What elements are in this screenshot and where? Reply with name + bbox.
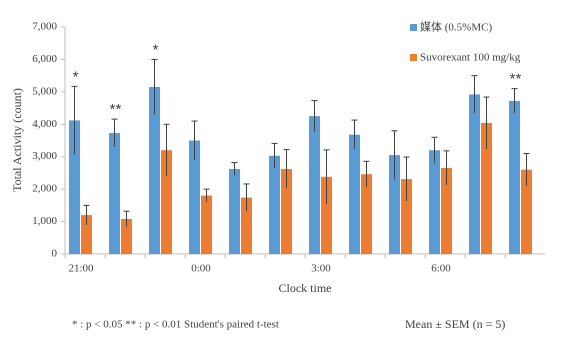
bar: [441, 168, 452, 254]
significance-marker: *: [153, 41, 159, 58]
x-tick-label: 6:00: [431, 263, 451, 275]
bar: [161, 150, 172, 254]
bar: [481, 122, 492, 254]
bar: [81, 215, 92, 254]
y-axis-label: Total Activity (count): [10, 88, 24, 192]
bar: [69, 120, 80, 254]
bar: [361, 174, 372, 254]
bar: [309, 116, 320, 254]
y-tick-label: 1,000: [32, 215, 57, 227]
significance-marker: **: [510, 71, 522, 88]
x-tick-label: 21:00: [68, 263, 94, 275]
bar: [389, 155, 400, 254]
bar: [229, 169, 240, 254]
legend-label: Suvorexant 100 mg/kg: [420, 52, 521, 64]
footnote: * : p < 0.05 ** : p < 0.01 Student's pai…: [72, 319, 279, 331]
bar: [521, 169, 532, 254]
legend-swatch: [410, 24, 417, 31]
bar: [509, 100, 520, 255]
bar: [349, 134, 360, 254]
y-tick-label: 7,000: [32, 21, 57, 33]
bar: [401, 179, 412, 254]
bar: [109, 133, 120, 254]
note: Mean ± SEM (n = 5): [405, 317, 505, 331]
bar: [201, 195, 212, 254]
bar: [121, 218, 132, 254]
bar: [429, 150, 440, 254]
y-tick-label: 0: [52, 248, 58, 260]
bar: [241, 197, 252, 254]
y-tick-label: 2,000: [32, 183, 57, 195]
legend-swatch: [410, 54, 417, 61]
y-tick-label: 5,000: [32, 85, 57, 97]
bar: [269, 155, 280, 254]
bar: [469, 94, 480, 254]
x-tick-label: 0:00: [191, 263, 211, 275]
bar: [321, 176, 332, 254]
y-tick-label: 6,000: [32, 53, 57, 65]
y-tick-label: 3,000: [32, 150, 57, 162]
x-tick-label: 3:00: [311, 263, 331, 275]
y-tick-label: 4,000: [32, 118, 57, 130]
bar: [149, 86, 160, 254]
bar: [189, 140, 200, 254]
significance-marker: **: [110, 101, 122, 118]
significance-marker: *: [73, 68, 79, 85]
x-axis-label: Clock time: [279, 281, 332, 295]
legend-label: 媒体 (0.5%MC): [420, 20, 492, 34]
bar: [281, 169, 292, 254]
